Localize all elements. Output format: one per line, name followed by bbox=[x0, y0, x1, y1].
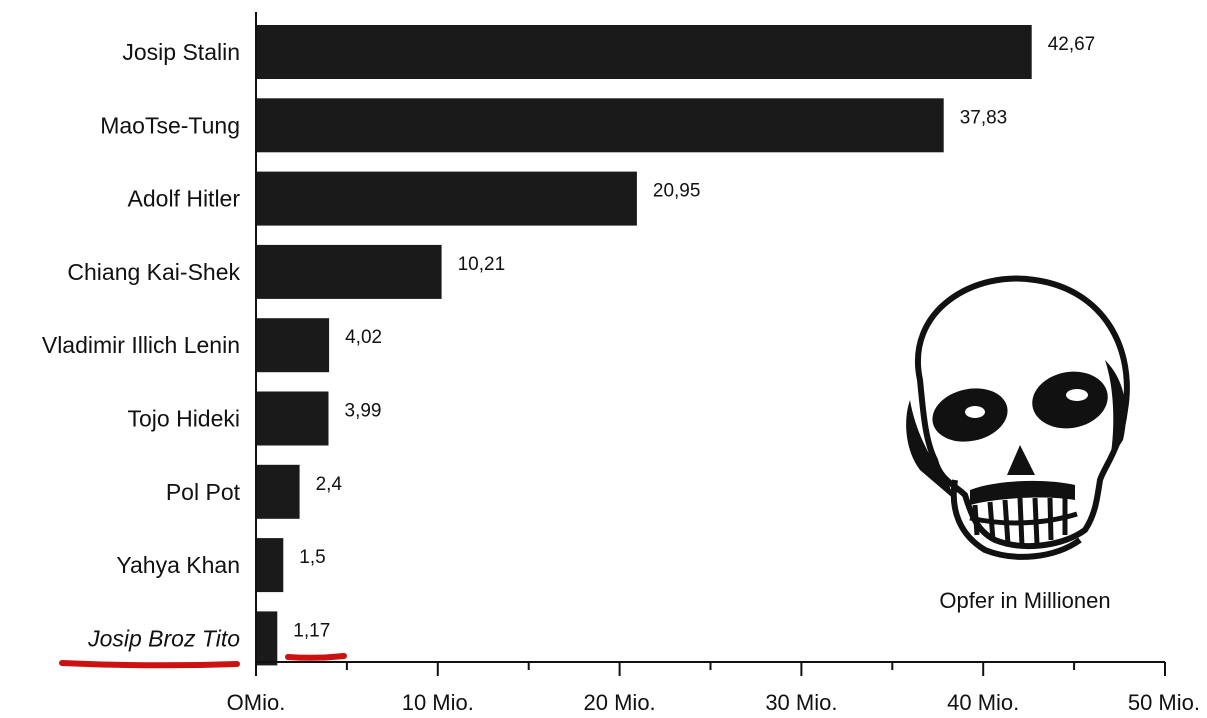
category-label-6: Pol Pot bbox=[166, 479, 241, 505]
skull-icon bbox=[906, 275, 1130, 560]
x-tick-label-1: 10 Mio. bbox=[402, 690, 474, 715]
category-label-3: Chiang Kai-Shek bbox=[67, 259, 240, 285]
category-label-8: Josip Broz Tito bbox=[87, 625, 240, 651]
value-label-4: 4,02 bbox=[345, 327, 382, 348]
bar-0 bbox=[256, 25, 1032, 79]
category-label-7: Yahya Khan bbox=[116, 552, 240, 578]
value-label-6: 2,4 bbox=[316, 474, 343, 495]
x-tick-label-4: 40 Mio. bbox=[947, 690, 1019, 715]
value-label-1: 37,83 bbox=[960, 107, 1008, 128]
value-labels-group: 42,67 37,83 20,95 10,21 4,02 3,99 2,4 1,5 1,17 bbox=[293, 34, 1095, 641]
x-tick-label-2: 20 Mio. bbox=[584, 690, 656, 715]
category-label-5: Tojo Hideki bbox=[128, 406, 241, 432]
x-tick-label-5: 50 Mio. bbox=[1128, 690, 1200, 715]
category-labels-group: Josip Stalin MaoTse-Tung Adolf Hitler Chian… bbox=[42, 39, 241, 651]
bar-4 bbox=[256, 318, 330, 373]
bar-2 bbox=[256, 171, 637, 226]
bar-5 bbox=[256, 391, 329, 446]
value-label-2: 20,95 bbox=[653, 181, 701, 202]
value-label-3: 10,21 bbox=[458, 254, 506, 275]
bar-8 bbox=[256, 611, 278, 666]
bar-7 bbox=[256, 538, 284, 593]
highlight-underline-label bbox=[59, 660, 240, 669]
value-label-8: 1,17 bbox=[293, 620, 330, 641]
bars-group bbox=[256, 25, 1032, 666]
x-ticks-group bbox=[255, 662, 1166, 676]
category-label-1: MaoTse-Tung bbox=[100, 112, 240, 138]
category-label-4: Vladimir Illich Lenin bbox=[42, 332, 240, 358]
value-label-5: 3,99 bbox=[345, 401, 382, 422]
category-label-0: Josip Stalin bbox=[122, 39, 240, 65]
category-label-2: Adolf Hitler bbox=[128, 186, 241, 212]
highlight-underline-value bbox=[285, 653, 347, 661]
bar-6 bbox=[256, 464, 300, 519]
x-tick-labels-group: OMio. 10 Mio. 20 Mio. 30 Mio. 40 Mio. 50 Mio. bbox=[227, 690, 1200, 715]
highlight-underlines bbox=[59, 653, 347, 669]
bar-3 bbox=[256, 244, 442, 299]
value-label-0: 42,67 bbox=[1048, 34, 1096, 55]
x-tick-label-0: OMio. bbox=[227, 690, 286, 715]
x-tick-label-3: 30 Mio. bbox=[765, 690, 837, 715]
chart-annotation: Opfer in Millionen bbox=[939, 588, 1110, 613]
value-label-7: 1,5 bbox=[299, 547, 325, 568]
bar-1 bbox=[256, 98, 944, 153]
